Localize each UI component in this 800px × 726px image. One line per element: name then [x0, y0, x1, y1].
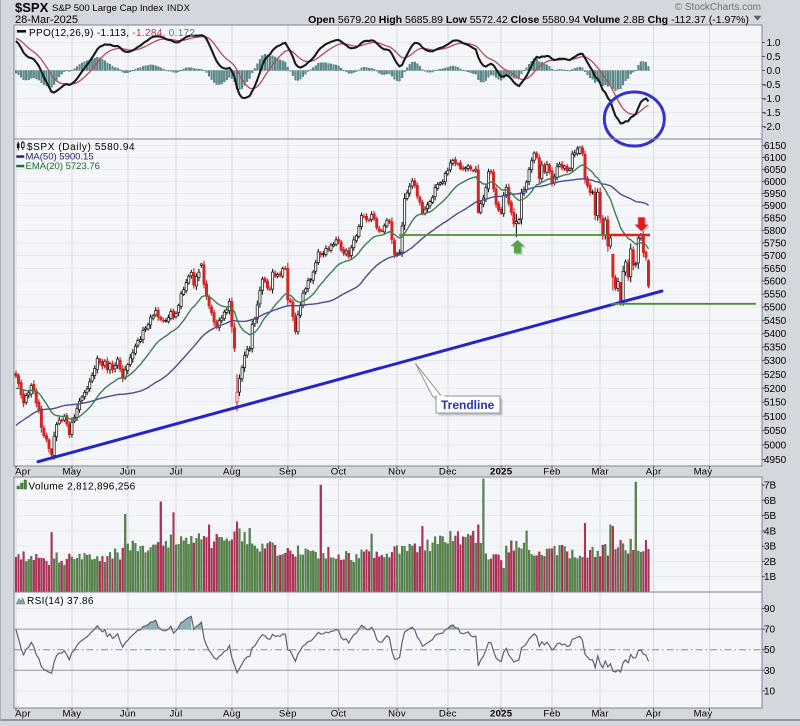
svg-text:90: 90 [764, 604, 776, 615]
svg-text:5900: 5900 [764, 201, 787, 212]
svg-text:5750: 5750 [764, 238, 787, 249]
svg-text:© StockCharts.com: © StockCharts.com [675, 2, 761, 13]
svg-text:5250: 5250 [764, 370, 787, 381]
svg-text:-1.0: -1.0 [763, 94, 781, 105]
svg-text:5300: 5300 [764, 356, 787, 367]
svg-text:5700: 5700 [764, 251, 787, 262]
svg-text:5500: 5500 [764, 303, 787, 314]
svg-text:EMA(20) 5723.76: EMA(20) 5723.76 [26, 161, 100, 172]
svg-text:-1.5: -1.5 [763, 108, 781, 119]
svg-text:5350: 5350 [764, 343, 787, 354]
svg-text:6150: 6150 [764, 141, 787, 152]
svg-text:10: 10 [764, 686, 776, 697]
svg-text:1.0: 1.0 [767, 38, 781, 49]
svg-text:5600: 5600 [764, 277, 787, 288]
svg-text:5950: 5950 [764, 189, 787, 200]
svg-text:Trendline: Trendline [441, 398, 495, 412]
svg-text:30: 30 [764, 666, 776, 677]
svg-text:5550: 5550 [764, 290, 787, 301]
svg-text:Apr: Apr [15, 466, 31, 477]
svg-text:$SPX: $SPX [15, 0, 49, 15]
svg-text:-0.5: -0.5 [763, 80, 781, 91]
svg-text:6100: 6100 [764, 153, 787, 164]
svg-text:0.5: 0.5 [767, 52, 781, 63]
svg-text:70: 70 [764, 625, 776, 636]
svg-text:Apr: Apr [15, 708, 31, 719]
svg-text:5000: 5000 [764, 441, 787, 452]
svg-text:5850: 5850 [764, 214, 787, 225]
svg-text:1B: 1B [764, 572, 777, 583]
svg-text:3B: 3B [764, 542, 777, 553]
svg-text:2B: 2B [764, 557, 777, 568]
svg-text:Volume 2,812,896,256: Volume 2,812,896,256 [29, 482, 136, 493]
svg-text:RSI(14) 37.86: RSI(14) 37.86 [27, 596, 94, 607]
svg-text:7B: 7B [764, 481, 777, 492]
svg-text:6B: 6B [764, 496, 777, 507]
svg-text:S&P 500 Large Cap Index: S&P 500 Large Cap Index [52, 3, 164, 14]
svg-text:5650: 5650 [764, 264, 787, 275]
svg-text:PPO(12,26,9) -1.113, -1.284, 0: PPO(12,26,9) -1.113, -1.284, 0.172 [29, 28, 195, 39]
svg-text:5B: 5B [764, 511, 777, 522]
svg-text:5200: 5200 [764, 384, 787, 395]
svg-text:5400: 5400 [764, 329, 787, 340]
svg-text:5050: 5050 [764, 426, 787, 437]
svg-text:5450: 5450 [764, 316, 787, 327]
svg-text:28-Mar-2025: 28-Mar-2025 [15, 14, 78, 26]
svg-text:50: 50 [764, 645, 776, 656]
svg-text:6050: 6050 [764, 165, 787, 176]
svg-text:5100: 5100 [764, 412, 787, 423]
svg-text:0.0: 0.0 [767, 66, 781, 77]
svg-text:-2.0: -2.0 [763, 122, 781, 133]
svg-text:4950: 4950 [764, 455, 787, 466]
svg-text:Open 5679.20 High 5685.89 Low: Open 5679.20 High 5685.89 Low 5572.42 Cl… [308, 14, 749, 26]
svg-text:INDX: INDX [167, 3, 190, 13]
svg-text:5800: 5800 [764, 226, 787, 237]
svg-text:4B: 4B [764, 526, 777, 537]
svg-text:5150: 5150 [764, 398, 787, 409]
svg-text:6000: 6000 [764, 177, 787, 188]
